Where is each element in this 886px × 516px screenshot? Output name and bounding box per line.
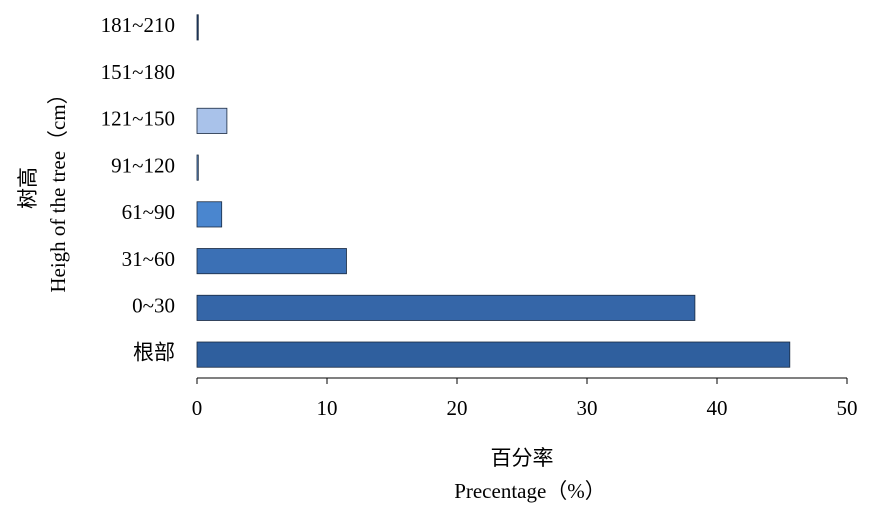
bar [196, 201, 223, 228]
x-tick-label: 10 [317, 396, 338, 420]
y-tick-label: 91~120 [111, 153, 175, 177]
bar [196, 294, 696, 321]
x-tick-label: 40 [707, 396, 728, 420]
x-tick-label: 20 [447, 396, 468, 420]
y-tick-label: 181~210 [101, 13, 175, 37]
y-axis-label-cn: 树高 [16, 167, 40, 209]
bar [196, 154, 199, 181]
x-axis-label-cn: 百分率 [491, 446, 554, 470]
x-axis-label: Precentage（%） [454, 479, 606, 503]
y-tick-label: 121~150 [101, 107, 175, 131]
y-axis-label: Heigh of the tree（cm） [46, 83, 70, 292]
x-tick-label: 30 [577, 396, 598, 420]
y-tick-label: 31~60 [122, 247, 175, 271]
x-tick-label: 0 [192, 396, 203, 420]
bar [196, 248, 347, 275]
y-tick-label: 根部 [133, 340, 175, 364]
y-tick-label: 151~180 [101, 60, 175, 84]
bar [196, 107, 228, 134]
bar [196, 341, 791, 368]
y-tick-label: 0~30 [132, 294, 175, 318]
x-tick-label: 50 [837, 396, 858, 420]
y-tick-label: 61~90 [122, 200, 175, 224]
bar [196, 14, 199, 41]
